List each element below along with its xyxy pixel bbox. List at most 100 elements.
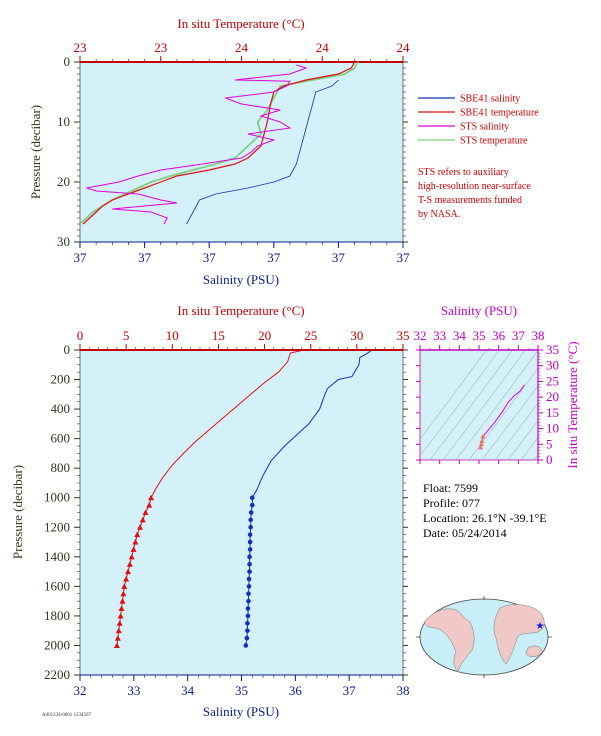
salinity-marker [243,643,249,648]
ts-sal-tick-label: 34 [453,328,467,343]
bottom-pressure-tick-label: 600 [51,431,71,446]
ts-temp-tick-label: 20 [546,389,559,404]
ts-sal-tick-labels: 32 33 34 35 36 37 38 [414,328,545,464]
location: Location: 26.1°N -39.1°E [423,511,547,525]
date: Date: 05/24/2014 [423,526,507,540]
ts-temp-tick-label: 25 [546,373,559,388]
legend-label: SBE41 salinity [460,94,520,105]
legend-note-line-4: by NASA. [418,209,460,220]
top-series-sts-salinity [86,64,308,225]
bottom-pressure-tick-label: 1400 [44,549,70,564]
bottom-pressure-tick-label: 1600 [44,578,70,593]
map-land-americas [423,608,475,673]
bottom-temp-title: In situ Temperature (°C) [177,303,304,318]
map-land-australia [525,645,543,657]
ts-marker [480,433,486,439]
top-temp-tick-labels: 23 23 24 24 24 [74,40,410,63]
bottom-temp-tick-label: 5 [123,328,130,343]
ts-sal-tick-label: 36 [492,328,506,343]
salinity-marker [247,539,253,545]
ts-marker [478,444,484,450]
top-sal-tick-labels: 37 37 37 37 37 37 [74,241,411,265]
top-panel: In situ Temperature (°C) 23 23 24 24 24 37 37… [28,16,410,287]
top-pressure-tick-label: 10 [57,114,70,129]
salinity-marker [247,569,252,574]
salinity-marker [248,510,254,515]
ts-temp-title: In situ Temperature (°C) [565,341,580,468]
legend-note-line-2: high-resolution near-surface [418,181,531,192]
top-sal-tick-label: 37 [397,250,411,265]
top-pressure-tick-label: 0 [64,54,71,69]
temperature-marker [115,627,122,634]
temperature-marker [132,539,139,545]
temperature-marker [142,509,149,515]
float-info: Float: 7599 Profile: 077 Location: 26.1°… [423,481,547,540]
temperature-marker [139,516,146,523]
top-sal-tick-label: 37 [138,250,152,265]
temperature-marker [113,642,120,648]
ts-temp-tick-label: 5 [546,436,553,451]
density-contour [494,402,538,460]
bottom-series-group [113,350,372,648]
bottom-sal-title: Salinity (PSU) [203,704,279,719]
world-map: ★ [416,596,552,678]
bottom-pressure-title: Pressure (decibar) [10,465,25,559]
density-contour [507,420,538,460]
ts-temp-tick-label: 35 [546,342,559,357]
density-contour [520,437,538,460]
top-temp-tick-label: 24 [316,40,330,55]
temperature-marker [117,612,124,619]
top-sal-tick-label: 37 [203,250,217,265]
density-contour [429,350,513,460]
bottom-pressure-tick-label: 400 [51,401,71,416]
salinity-marker [247,561,252,567]
top-sal-title: Salinity (PSU) [203,272,279,287]
legend-label: STS temperature [460,136,528,147]
top-sal-tick-label: 37 [267,250,281,265]
bottom-temp-tick-label: 20 [258,328,271,343]
bottom-pressure-tick-label: 800 [51,460,71,475]
ts-sal-tick-label: 33 [433,328,446,343]
temperature-marker [123,575,130,582]
salinity-marker [245,613,251,619]
bottom-sal-tick-label: 33 [127,683,140,698]
legend-label: STS salinity [460,122,509,133]
top-series-sbe41-salinity [186,79,339,225]
footer-code: A001234-0001 1234567 [42,713,92,718]
ts-panel: Salinity (PSU) 32 33 34 35 36 37 38 0510152025… [414,303,581,469]
salinity-marker [246,591,251,597]
ts-plot-area [419,349,539,461]
ts-density-contours [420,350,538,460]
salinity-marker [245,620,250,626]
temperature-marker [119,598,126,604]
density-contour [420,350,500,457]
density-contour [481,385,538,460]
float-location-marker: ★ [536,621,545,632]
temperature-marker [148,494,155,501]
density-contour [420,350,487,440]
bottom-pressure-tick-label: 2200 [44,667,70,682]
top-pressure-tick-label: 20 [57,174,70,189]
salinity-marker [245,628,250,633]
bottom-panel: In situ Temperature (°C) 0 5 10 15 20 25 30 35 … [10,303,410,719]
legend-note-line-3: T-S measurements funded [418,195,522,206]
temperature-marker [114,635,121,641]
bottom-pressure-tick-label: 0 [64,342,71,357]
top-temp-tick-label: 23 [74,40,87,55]
bottom-sal-tick-label: 37 [343,683,357,698]
density-contour [455,350,538,460]
top-pressure-title: Pressure (decibar) [28,105,43,199]
top-temp-tick-label: 23 [154,40,167,55]
temperature-marker [128,553,135,560]
bottom-sal-tick-label: 36 [289,683,303,698]
top-temp-tick-label: 24 [235,40,249,55]
bottom-sal-tick-label: 34 [181,683,195,698]
temperature-marker [126,561,133,567]
ts-temp-tick-label: 30 [546,358,559,373]
ts-sal-tick-label: 37 [512,328,526,343]
top-temp-title: In situ Temperature (°C) [177,16,304,31]
ts-temp-tick-label: 10 [546,421,559,436]
ts-series-group [478,384,525,450]
